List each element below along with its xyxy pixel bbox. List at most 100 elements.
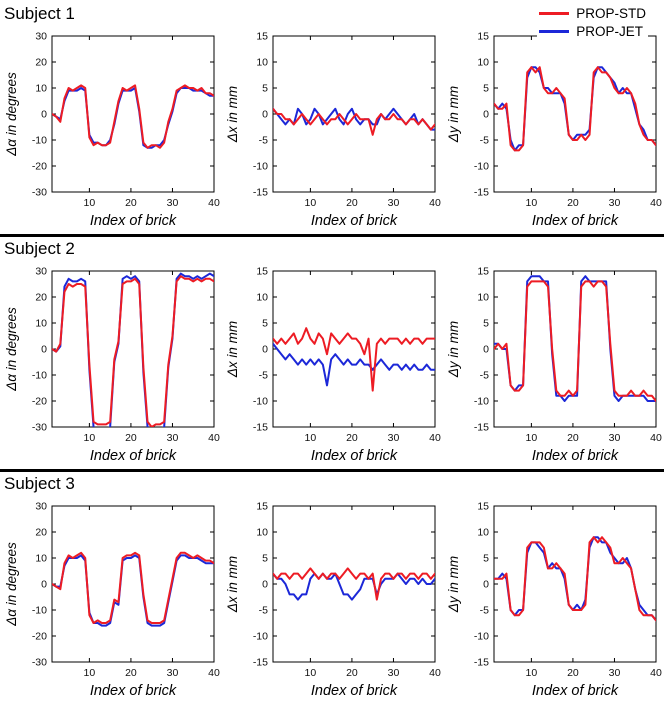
x-tick-label: 10 bbox=[84, 432, 96, 444]
y-tick-label: -15 bbox=[253, 657, 268, 669]
y-axis-label: Δy in mm bbox=[446, 556, 461, 613]
axes-box bbox=[272, 270, 436, 428]
chart-canvas: -30 -20 -10 0 10 20 30 10 20 30 40 Index of brick Δα… bbox=[4, 31, 220, 230]
subject-1-row: Subject 1 PROP-STD PROP-JET -30 -20 -10 0 10… bbox=[0, 2, 664, 234]
chart-subject1-delta-x: -15 -10 -5 0 5 10 15 10 20 30 40 Index of brick Δx i… bbox=[223, 26, 441, 234]
y-tick-label: 0 bbox=[41, 109, 47, 121]
chart-subject3-delta-x: -15 -10 -5 0 5 10 15 10 20 30 40 Index of brick Δx i… bbox=[223, 496, 441, 704]
axes-box bbox=[272, 505, 436, 663]
x-tick-label: 40 bbox=[208, 432, 220, 444]
x-tick-label: 30 bbox=[609, 197, 621, 209]
x-tick-label: 10 bbox=[305, 197, 317, 209]
y-tick-label: 20 bbox=[35, 292, 47, 304]
subject-3-title: Subject 3 bbox=[4, 474, 75, 493]
x-tick-label: 30 bbox=[609, 667, 621, 679]
y-tick-label: -5 bbox=[259, 135, 268, 147]
y-tick-label: 10 bbox=[256, 292, 268, 304]
y-tick-label: 10 bbox=[256, 57, 268, 69]
y-tick-label: -20 bbox=[32, 631, 47, 643]
y-tick-label: 5 bbox=[483, 83, 489, 95]
y-tick-label: -15 bbox=[253, 187, 268, 199]
y-tick-label: 0 bbox=[483, 344, 489, 356]
x-tick-label: 10 bbox=[526, 667, 538, 679]
y-tick-label: -30 bbox=[32, 657, 47, 669]
chart-canvas: -30 -20 -10 0 10 20 30 10 20 30 40 Index of brick Δα… bbox=[4, 501, 220, 700]
y-axis-label: Δx in mm bbox=[225, 86, 240, 143]
y-tick-label: 15 bbox=[477, 31, 489, 43]
row-separator bbox=[0, 469, 664, 472]
axes-box bbox=[493, 270, 657, 428]
x-tick-label: 20 bbox=[125, 197, 137, 209]
chart-subject2-delta-alpha: -30 -20 -10 0 10 20 30 10 20 30 40 Index of brick Δα… bbox=[2, 261, 220, 469]
x-tick-label: 20 bbox=[346, 197, 358, 209]
y-tick-label: -15 bbox=[253, 422, 268, 434]
chart-canvas: -15 -10 -5 0 5 10 15 10 20 30 40 Index of brick Δx i… bbox=[225, 501, 441, 700]
y-tick-label: -5 bbox=[480, 370, 489, 382]
x-tick-label: 20 bbox=[125, 432, 137, 444]
y-tick-label: -15 bbox=[474, 422, 489, 434]
subject-2-title: Subject 2 bbox=[4, 239, 75, 258]
y-tick-label: -5 bbox=[259, 605, 268, 617]
axes-box bbox=[493, 505, 657, 663]
prop-jet-label: PROP-JET bbox=[576, 24, 643, 39]
y-axis-label: Δx in mm bbox=[225, 321, 240, 378]
chart-subject1-delta-alpha: -30 -20 -10 0 10 20 30 10 20 30 40 Index of brick Δα… bbox=[2, 26, 220, 234]
x-tick-label: 20 bbox=[567, 197, 579, 209]
y-tick-label: 15 bbox=[256, 501, 268, 513]
y-tick-label: 15 bbox=[477, 266, 489, 278]
subject-3-charts: -30 -20 -10 0 10 20 30 10 20 30 40 Index of brick Δα… bbox=[0, 496, 664, 704]
y-tick-label: -10 bbox=[253, 396, 268, 408]
subject-1-header: Subject 1 bbox=[0, 2, 664, 26]
x-tick-label: 10 bbox=[526, 432, 538, 444]
chart-canvas: -15 -10 -5 0 5 10 15 10 20 30 40 Index of brick Δy i… bbox=[446, 501, 662, 700]
axes-box bbox=[51, 35, 215, 193]
chart-subject3-delta-y: -15 -10 -5 0 5 10 15 10 20 30 40 Index of brick Δy i… bbox=[444, 496, 662, 704]
series-line-PROP-STD bbox=[494, 66, 656, 152]
legend: PROP-STD PROP-JET bbox=[537, 5, 648, 40]
legend-item-prop-std: PROP-STD bbox=[539, 6, 646, 21]
x-tick-label: 30 bbox=[609, 432, 621, 444]
series-line-PROP-JET bbox=[494, 536, 656, 622]
y-tick-label: -5 bbox=[480, 605, 489, 617]
x-tick-label: 40 bbox=[429, 197, 441, 209]
x-tick-label: 10 bbox=[84, 197, 96, 209]
row-separator bbox=[0, 234, 664, 237]
axes-box bbox=[51, 505, 215, 663]
x-tick-label: 30 bbox=[167, 197, 179, 209]
series-line-PROP-STD bbox=[494, 536, 656, 622]
y-tick-label: 30 bbox=[35, 266, 47, 278]
y-tick-label: 0 bbox=[41, 344, 47, 356]
x-tick-label: 30 bbox=[167, 432, 179, 444]
subject-1-charts: -30 -20 -10 0 10 20 30 10 20 30 40 Index of brick Δα… bbox=[0, 26, 664, 234]
y-tick-label: -20 bbox=[32, 161, 47, 173]
prop-jet-line-swatch bbox=[539, 30, 570, 33]
x-tick-label: 30 bbox=[388, 197, 400, 209]
legend-item-prop-jet: PROP-JET bbox=[539, 24, 646, 39]
x-tick-label: 20 bbox=[125, 667, 137, 679]
series-line-PROP-STD bbox=[494, 280, 656, 402]
chart-canvas: -15 -10 -5 0 5 10 15 10 20 30 40 Index of brick Δy i… bbox=[446, 266, 662, 465]
x-axis-label: Index of brick bbox=[90, 683, 177, 699]
chart-subject2-delta-y: -15 -10 -5 0 5 10 15 10 20 30 40 Index of brick Δy i… bbox=[444, 261, 662, 469]
x-axis-label: Index of brick bbox=[532, 213, 619, 229]
y-axis-label: Δα in degrees bbox=[4, 72, 19, 157]
y-tick-label: 10 bbox=[35, 553, 47, 565]
prop-std-label: PROP-STD bbox=[576, 6, 646, 21]
x-tick-label: 10 bbox=[526, 197, 538, 209]
subject-2-header: Subject 2 bbox=[0, 237, 664, 261]
x-tick-label: 20 bbox=[567, 667, 579, 679]
y-axis-label: Δα in degrees bbox=[4, 542, 19, 627]
x-tick-label: 20 bbox=[567, 432, 579, 444]
y-tick-label: 15 bbox=[477, 501, 489, 513]
series-line-PROP-STD bbox=[52, 84, 214, 149]
subject-3-header: Subject 3 bbox=[0, 472, 664, 496]
x-axis-label: Index of brick bbox=[311, 213, 398, 229]
subject-2-row: Subject 2 -30 -20 -10 0 10 20 30 10 20 30 40 Index … bbox=[0, 237, 664, 469]
x-tick-label: 40 bbox=[650, 667, 662, 679]
y-tick-label: 0 bbox=[483, 109, 489, 121]
subject-2-charts: -30 -20 -10 0 10 20 30 10 20 30 40 Index of brick Δα… bbox=[0, 261, 664, 469]
series-line-PROP-STD bbox=[52, 551, 214, 624]
y-tick-label: -5 bbox=[480, 135, 489, 147]
y-tick-label: -20 bbox=[32, 396, 47, 408]
y-tick-label: 10 bbox=[35, 318, 47, 330]
